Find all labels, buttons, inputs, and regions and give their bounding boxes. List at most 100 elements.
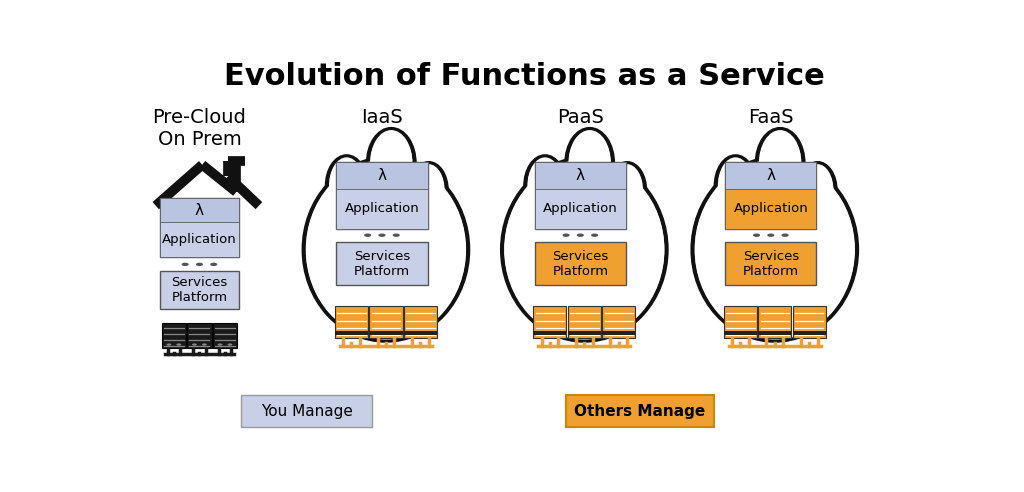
Circle shape: [753, 234, 760, 237]
Text: You Manage: You Manage: [261, 404, 352, 419]
Ellipse shape: [611, 164, 643, 217]
FancyBboxPatch shape: [534, 331, 566, 335]
Circle shape: [744, 333, 750, 335]
FancyBboxPatch shape: [335, 306, 368, 338]
FancyBboxPatch shape: [566, 396, 714, 427]
Circle shape: [167, 343, 171, 346]
FancyBboxPatch shape: [162, 323, 186, 348]
FancyBboxPatch shape: [335, 331, 368, 335]
Ellipse shape: [504, 159, 665, 339]
Ellipse shape: [327, 156, 367, 215]
Circle shape: [767, 234, 774, 237]
Circle shape: [781, 234, 788, 237]
Circle shape: [392, 234, 399, 237]
Circle shape: [227, 343, 232, 346]
FancyBboxPatch shape: [602, 331, 635, 335]
Ellipse shape: [370, 130, 413, 196]
Circle shape: [355, 333, 360, 335]
Text: Evolution of Functions as a Service: Evolution of Functions as a Service: [224, 62, 825, 91]
Text: λ: λ: [378, 168, 386, 183]
Circle shape: [779, 333, 783, 335]
Ellipse shape: [527, 157, 563, 215]
Circle shape: [766, 333, 770, 335]
Ellipse shape: [306, 159, 466, 339]
FancyBboxPatch shape: [725, 242, 816, 285]
FancyBboxPatch shape: [725, 189, 816, 229]
Text: Application: Application: [162, 233, 237, 246]
Circle shape: [412, 333, 416, 335]
Circle shape: [591, 234, 598, 237]
Text: λ: λ: [575, 168, 585, 183]
Text: Application: Application: [345, 202, 419, 215]
Circle shape: [196, 263, 203, 266]
FancyBboxPatch shape: [534, 306, 566, 338]
Ellipse shape: [525, 156, 564, 215]
Circle shape: [193, 343, 197, 346]
Ellipse shape: [759, 130, 802, 196]
Circle shape: [342, 333, 347, 335]
FancyBboxPatch shape: [602, 306, 635, 338]
FancyBboxPatch shape: [725, 162, 816, 189]
Circle shape: [731, 333, 736, 335]
Circle shape: [609, 333, 614, 335]
Circle shape: [577, 234, 584, 237]
FancyBboxPatch shape: [242, 396, 372, 427]
Circle shape: [623, 333, 628, 335]
FancyBboxPatch shape: [213, 323, 238, 348]
FancyBboxPatch shape: [160, 222, 240, 257]
FancyBboxPatch shape: [535, 162, 626, 189]
Circle shape: [377, 333, 382, 335]
Circle shape: [589, 333, 593, 335]
Ellipse shape: [368, 129, 415, 197]
Circle shape: [575, 333, 580, 335]
Ellipse shape: [411, 163, 446, 218]
Circle shape: [379, 234, 385, 237]
Circle shape: [541, 333, 546, 335]
Ellipse shape: [329, 157, 365, 215]
Ellipse shape: [413, 164, 444, 217]
Circle shape: [181, 263, 188, 266]
FancyBboxPatch shape: [336, 242, 428, 285]
Text: λ: λ: [766, 168, 775, 183]
Ellipse shape: [566, 129, 613, 197]
Circle shape: [365, 234, 372, 237]
FancyBboxPatch shape: [724, 331, 757, 335]
Circle shape: [800, 333, 805, 335]
FancyBboxPatch shape: [758, 331, 792, 335]
FancyBboxPatch shape: [535, 242, 626, 285]
Ellipse shape: [757, 129, 804, 197]
Circle shape: [813, 333, 818, 335]
FancyBboxPatch shape: [724, 306, 757, 338]
Circle shape: [390, 333, 395, 335]
Circle shape: [425, 333, 429, 335]
FancyBboxPatch shape: [370, 306, 402, 338]
Text: Services
Platform: Services Platform: [171, 276, 227, 304]
Ellipse shape: [609, 163, 645, 218]
FancyBboxPatch shape: [187, 323, 212, 348]
Ellipse shape: [694, 159, 855, 339]
Ellipse shape: [502, 159, 667, 340]
FancyBboxPatch shape: [160, 271, 240, 309]
Ellipse shape: [802, 164, 834, 217]
Circle shape: [202, 343, 207, 346]
Text: Others Manage: Others Manage: [574, 404, 706, 419]
FancyBboxPatch shape: [403, 331, 437, 335]
Ellipse shape: [692, 159, 857, 340]
FancyBboxPatch shape: [336, 162, 428, 189]
FancyBboxPatch shape: [567, 331, 601, 335]
Circle shape: [218, 343, 222, 346]
FancyBboxPatch shape: [535, 189, 626, 229]
Text: Application: Application: [543, 202, 617, 215]
Ellipse shape: [718, 157, 754, 215]
Circle shape: [554, 333, 559, 335]
Text: PaaS: PaaS: [557, 108, 604, 127]
FancyBboxPatch shape: [793, 331, 825, 335]
Text: λ: λ: [195, 203, 204, 217]
FancyBboxPatch shape: [793, 306, 825, 338]
Ellipse shape: [800, 163, 836, 218]
Text: Services
Platform: Services Platform: [742, 249, 799, 277]
FancyBboxPatch shape: [160, 198, 240, 222]
FancyBboxPatch shape: [758, 306, 792, 338]
Circle shape: [210, 263, 217, 266]
Circle shape: [562, 234, 569, 237]
